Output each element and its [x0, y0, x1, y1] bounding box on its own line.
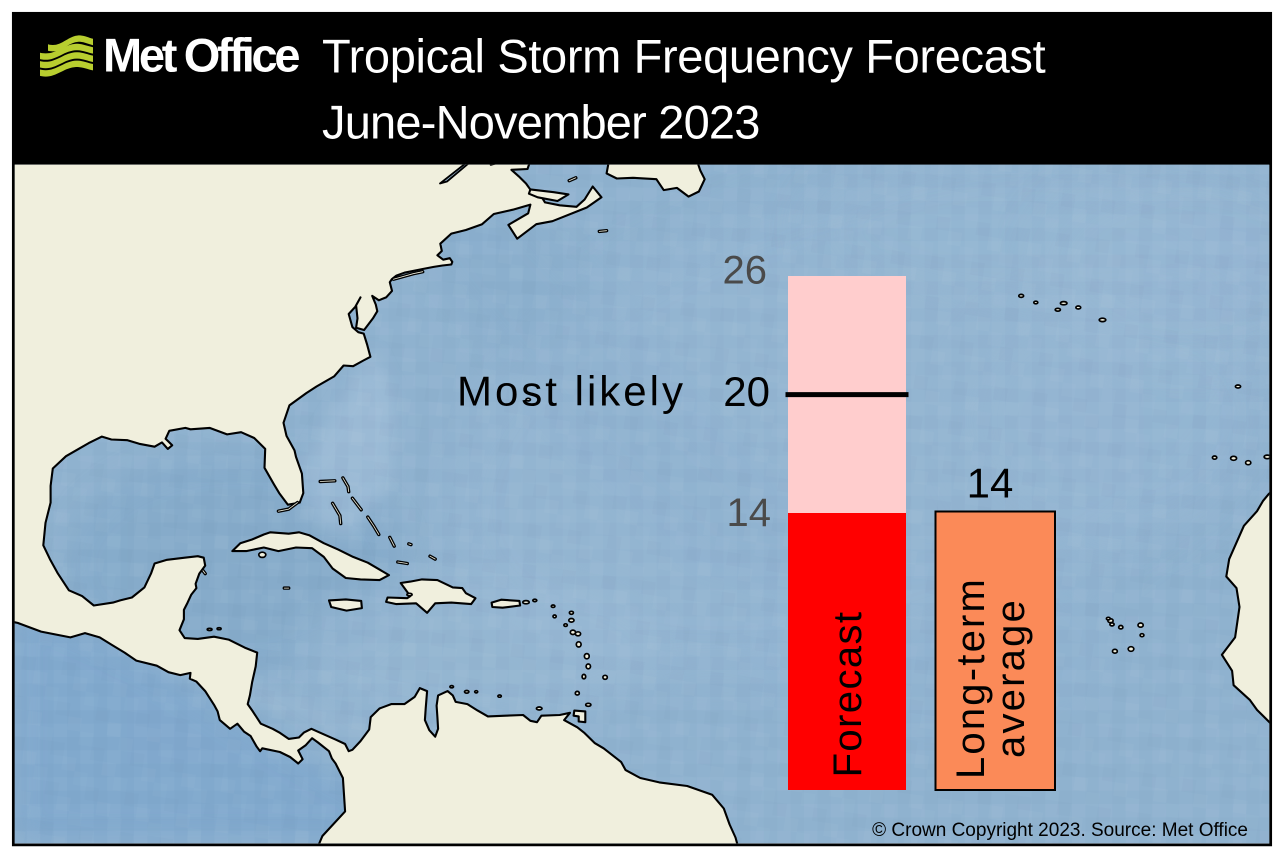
svg-text:June-November 2023: June-November 2023	[322, 96, 760, 149]
svg-text:20: 20	[723, 368, 770, 415]
svg-text:Most likely: Most likely	[457, 368, 686, 415]
svg-text:Met Office: Met Office	[103, 29, 299, 82]
svg-text:© Crown Copyright 2023. Source: © Crown Copyright 2023. Source: Met Offi…	[872, 820, 1248, 841]
svg-text:average: average	[989, 598, 1033, 758]
svg-text:Tropical Storm Frequency Forec: Tropical Storm Frequency Forecast	[322, 30, 1046, 83]
svg-text:14: 14	[967, 460, 1014, 507]
svg-text:26: 26	[723, 249, 768, 293]
svg-text:Long-term: Long-term	[949, 577, 993, 779]
svg-text:14: 14	[727, 491, 772, 535]
svg-text:Forecast: Forecast	[826, 611, 870, 778]
